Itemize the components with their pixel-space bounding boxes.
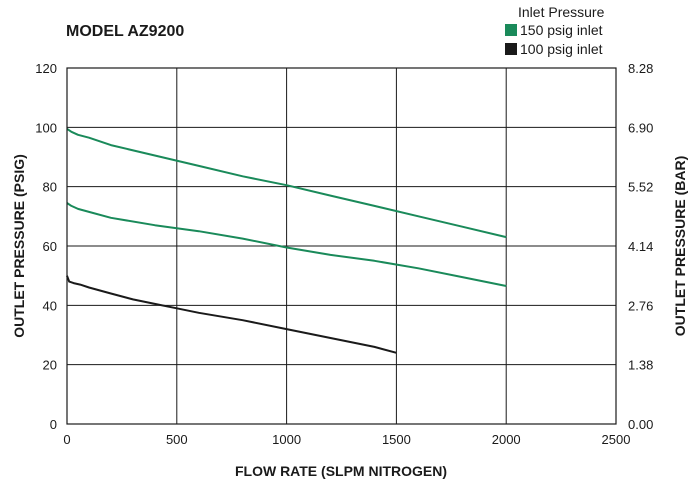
- x-tick-label: 500: [166, 432, 188, 447]
- legend-label-150-psig: 150 psig inlet: [520, 22, 603, 38]
- y-tick-label: 40: [43, 298, 57, 313]
- y-tick-label: 60: [43, 239, 57, 254]
- x-tick-label: 2000: [492, 432, 521, 447]
- x-axis-title: FLOW RATE (SLPM NITROGEN): [235, 463, 447, 479]
- series-line-2: [66, 275, 397, 354]
- x-tick-label: 0: [63, 432, 70, 447]
- series-line-0: [66, 127, 507, 239]
- y-tick-label: 120: [35, 61, 57, 76]
- legend: Inlet Pressure 150 psig inlet 100 psig i…: [505, 4, 605, 57]
- y-tick-labels: 0 20 40 60 80 100 120: [35, 61, 57, 432]
- y2-tick-label: 2.76: [628, 298, 653, 313]
- y2-tick-label: 6.90: [628, 120, 653, 135]
- y2-tick-label: 5.52: [628, 180, 653, 195]
- x-tick-label: 1500: [382, 432, 411, 447]
- y2-tick-label: 0.00: [628, 417, 653, 432]
- x-tick-labels: 0 500 1000 1500 2000 2500: [63, 432, 630, 447]
- y-axis-title: OUTLET PRESSURE (PSIG): [11, 154, 27, 338]
- plot-lines: [66, 127, 507, 354]
- legend-title: Inlet Pressure: [518, 4, 605, 20]
- grid: [67, 68, 616, 424]
- legend-swatch-100-psig: [505, 43, 517, 55]
- y-tick-label: 0: [50, 417, 57, 432]
- series-line-1: [66, 202, 507, 287]
- legend-swatch-150-psig: [505, 24, 517, 36]
- y-tick-label: 100: [35, 120, 57, 135]
- y2-tick-labels: 0.00 1.38 2.76 4.14 5.52 6.90 8.28: [628, 61, 653, 432]
- x-tick-label: 2500: [602, 432, 631, 447]
- x-tick-label: 1000: [272, 432, 301, 447]
- y-tick-label: 20: [43, 358, 57, 373]
- legend-label-100-psig: 100 psig inlet: [520, 41, 603, 57]
- y2-tick-label: 4.14: [628, 239, 653, 254]
- y2-tick-label: 8.28: [628, 61, 653, 76]
- y-tick-label: 80: [43, 180, 57, 195]
- y2-axis-title: OUTLET PRESSURE (BAR): [672, 156, 688, 336]
- chart-title: MODEL AZ9200: [66, 23, 184, 40]
- y2-tick-label: 1.38: [628, 358, 653, 373]
- plot-frame: [66, 67, 617, 425]
